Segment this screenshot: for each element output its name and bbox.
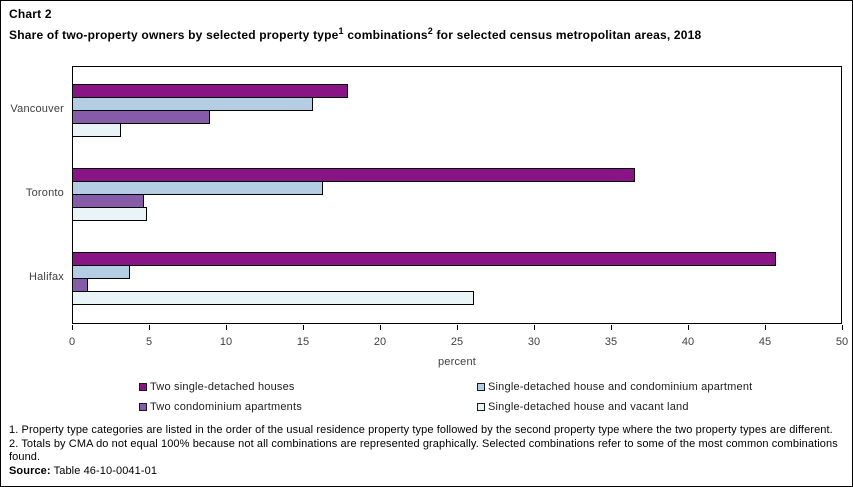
chart-title-text: Share of two-property owners by selected… <box>9 28 339 42</box>
footnote-2: 2. Totals by CMA do not equal 100% becau… <box>9 437 838 464</box>
x-axis-tick-25 <box>456 325 458 330</box>
x-axis-tick-label-5: 5 <box>145 336 153 348</box>
bar-vancouver--two-condominium-apartments <box>73 110 210 124</box>
bar-toronto--two-single-detached-houses <box>73 168 636 182</box>
bar-toronto--two-condominium-apartments <box>73 194 144 208</box>
footnote-marker-1: 1 <box>338 26 344 36</box>
x-axis-tick-label-10: 10 <box>219 336 233 348</box>
footnote-1: 1. Property type categories are listed i… <box>9 424 833 436</box>
legend-swatch-two-single-detached-houses <box>139 383 147 391</box>
footnotes: 1. Property type categories are listed i… <box>9 424 849 478</box>
x-axis-tick-label-15: 15 <box>296 336 310 348</box>
legend-swatch-single-detached-house-and-vacant-land <box>477 403 485 411</box>
legend-label-two-single-detached-houses: Two single-detached houses <box>150 381 295 393</box>
chart-header: Chart 2 Share of two-property owners by … <box>9 7 847 43</box>
legend-item-single-detached-house-and-vacant-land: Single-detached house and vacant land <box>477 401 689 413</box>
bar-toronto--single-detached-house-and-condominium-apartment <box>73 181 324 195</box>
bar-halifax--single-detached-house-and-vacant-land <box>73 291 474 305</box>
legend-item-two-single-detached-houses: Two single-detached houses <box>139 381 295 393</box>
bar-group-toronto <box>73 168 841 221</box>
category-label-halifax: Halifax <box>28 270 64 283</box>
chart-title-text: for selected census metropolitan areas, … <box>436 28 702 42</box>
legend-item-two-condominium-apartments: Two condominium apartments <box>139 401 302 413</box>
chart-title: Share of two-property owners by selected… <box>9 23 847 43</box>
x-axis-tick-label-0: 0 <box>68 336 76 348</box>
bar-halifax--two-condominium-apartments <box>73 278 89 292</box>
legend-label-single-detached-house-and-condominium-apartment: Single-detached house and condominium ap… <box>488 381 753 393</box>
category-label-toronto: Toronto <box>25 186 64 199</box>
x-axis-tick-label-50: 50 <box>835 336 849 348</box>
x-axis-tick-label-45: 45 <box>758 336 772 348</box>
bar-group-vancouver <box>73 84 841 137</box>
x-axis-tick-label-25: 25 <box>450 336 464 348</box>
x-axis-tick-label-30: 30 <box>527 336 541 348</box>
x-axis-tick-50 <box>841 325 843 330</box>
chart-title-text: combinations <box>347 28 428 42</box>
bar-vancouver--two-single-detached-houses <box>73 84 348 98</box>
x-axis-tick-40 <box>687 325 689 330</box>
x-axis-tick-30 <box>533 325 535 330</box>
legend-swatch-single-detached-house-and-condominium-apartment <box>477 383 485 391</box>
x-axis-tick-45 <box>764 325 766 330</box>
legend-label-single-detached-house-and-vacant-land: Single-detached house and vacant land <box>488 401 689 413</box>
x-axis-tick-5 <box>148 325 150 330</box>
bar-halifax--two-single-detached-houses <box>73 252 777 266</box>
x-axis-tick-label-40: 40 <box>681 336 695 348</box>
bar-group-halifax <box>73 252 841 305</box>
source-label: Source: <box>9 464 51 477</box>
x-axis-tick-label-20: 20 <box>373 336 387 348</box>
chart-number: Chart 2 <box>9 7 52 21</box>
x-axis-tick-0 <box>71 325 73 330</box>
bar-halifax--single-detached-house-and-condominium-apartment <box>73 265 130 279</box>
bar-vancouver--single-detached-house-and-condominium-apartment <box>73 97 313 111</box>
source-line: Source: Table 46-10-0041-01 <box>9 465 849 479</box>
bar-toronto--single-detached-house-and-vacant-land <box>73 207 147 221</box>
x-axis-tick-35 <box>610 325 612 330</box>
x-axis-tick-15 <box>302 325 304 330</box>
category-label-vancouver: Vancouver <box>10 102 64 115</box>
x-axis-tick-10 <box>225 325 227 330</box>
legend-label-two-condominium-apartments: Two condominium apartments <box>150 401 302 413</box>
source-value: Table 46-10-0041-01 <box>53 464 158 477</box>
legend-swatch-two-condominium-apartments <box>139 403 147 411</box>
x-axis-title: percent <box>437 356 477 368</box>
legend-item-single-detached-house-and-condominium-apartment: Single-detached house and condominium ap… <box>477 381 752 393</box>
plot-area <box>72 66 842 324</box>
bar-vancouver--single-detached-house-and-vacant-land <box>73 123 121 137</box>
x-axis-tick-20 <box>379 325 381 330</box>
x-axis-tick-label-35: 35 <box>604 336 618 348</box>
footnote-marker-2: 2 <box>427 26 433 36</box>
